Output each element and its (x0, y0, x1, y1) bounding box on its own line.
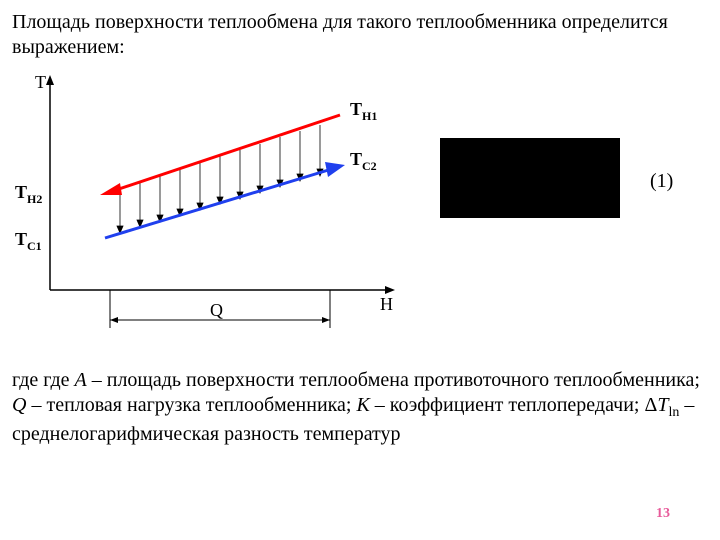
description-text: где где A – площадь поверхности теплообм… (12, 368, 708, 447)
th1-label: TH1 (350, 99, 377, 123)
page-number: 13 (656, 506, 670, 522)
intro-text: Площадь поверхности теплообмена для тако… (12, 10, 708, 60)
tc1-label: TC1 (15, 229, 42, 253)
axis-h-label: H (380, 294, 393, 314)
th2-label: TH2 (15, 182, 42, 206)
formula-black-box (440, 138, 620, 218)
formula-number: (1) (650, 170, 673, 193)
axis-t-label: T (35, 72, 46, 92)
heat-exchange-diagram: T H Q TH1 TC2 (10, 70, 410, 330)
tc2-label: TC2 (350, 149, 377, 173)
q-label: Q (210, 300, 223, 320)
